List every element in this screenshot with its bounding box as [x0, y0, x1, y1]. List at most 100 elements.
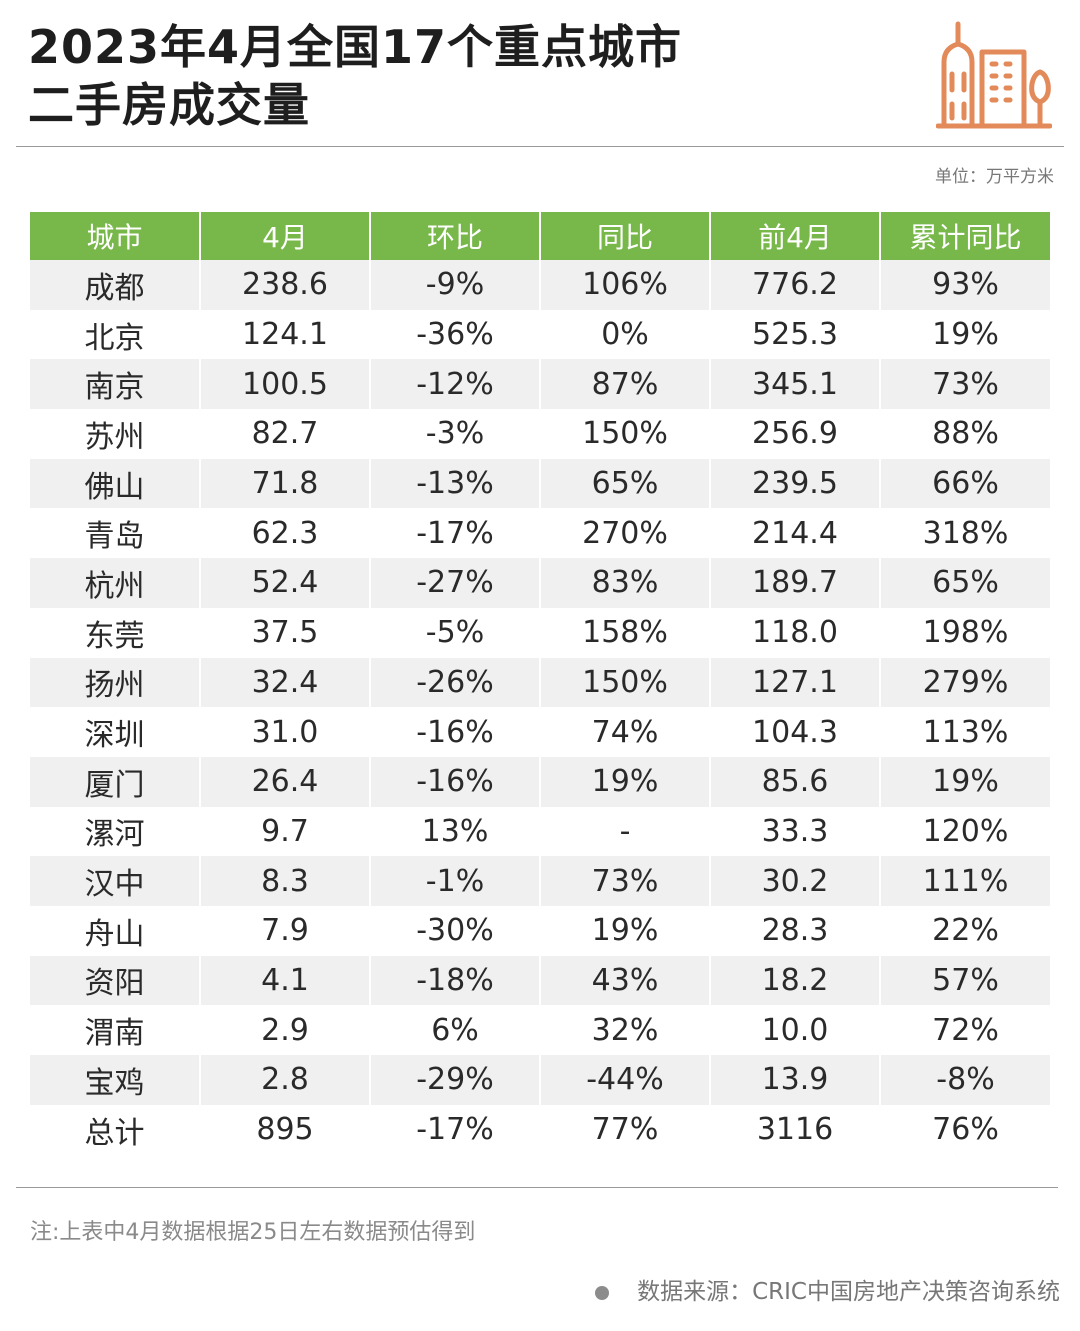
table-cell: -5% — [370, 607, 541, 658]
data-table: 城市 4月 环比 同比 前4月 累计同比 成都 238.6 -9% 106% 776.2… — [30, 212, 1050, 1155]
table-row: 扬州 32.4 -26% 150% 127.1 279% — [30, 657, 1050, 708]
table-cell: 83% — [540, 558, 711, 608]
table-cell: 成都 — [30, 260, 201, 310]
table-cell: -16% — [370, 707, 541, 757]
table-cell: 65% — [540, 458, 711, 509]
table-cell: 19% — [932, 317, 999, 353]
table-cell: 37.5 — [200, 607, 371, 658]
table-cell: -26% — [370, 657, 541, 708]
table-cell: 87% — [540, 359, 711, 410]
table-cell: -16% — [370, 756, 541, 807]
table-row: 漯河 9.7 13% -33.3 120% — [30, 806, 1050, 857]
table-cell: 佛山 — [30, 458, 201, 509]
table-cell: 13% — [370, 806, 541, 857]
table-cell: 239.5 — [710, 458, 881, 509]
table-cell: 43% — [540, 955, 711, 1006]
table-cell: - — [540, 806, 711, 857]
table-cell: 124.1 — [200, 309, 371, 360]
table-cell: 26.4 — [200, 756, 371, 807]
table-cell: 厦门 — [30, 756, 201, 807]
table-row: 苏州 82.7 -3% 150% 256.9 88% — [30, 409, 1050, 459]
table-cell: 苏州 — [30, 409, 201, 459]
table-cell: 270% — [540, 508, 711, 559]
table-row: 成都 238.6 -9% 106% 776.2 93% — [30, 260, 1050, 310]
table-cell: 北京 — [30, 309, 201, 360]
table-cell: 74% — [540, 707, 711, 757]
table-cell: 30.2 — [710, 856, 881, 906]
table-cell: 32.4 — [200, 657, 371, 708]
header-city: 城市 — [30, 212, 201, 260]
table-row: 汉中 8.3 -1% 73% 30.2 111% — [30, 856, 1050, 906]
table-cell: 52.4 — [200, 558, 371, 608]
table-row: 杭州 52.4 -27% 83% 189.7 65% — [30, 558, 1050, 608]
table-cell: -12% — [370, 359, 541, 410]
table-cell: 120% — [922, 813, 1009, 849]
header-april: 4月 — [200, 212, 371, 260]
source-line: 数据来源：CRIC中国房地产决策咨询系统 — [595, 1272, 1060, 1306]
table-row: 宝鸡 2.8 -29% -44% 13.9 -8% — [30, 1055, 1050, 1105]
table-cell: -29% — [370, 1055, 541, 1105]
unit-label: 单位：万平方米 — [935, 167, 1054, 187]
table-cell: 256.9 — [710, 409, 881, 459]
table-cell: 214.4 — [710, 508, 881, 559]
table-row: 青岛 62.3 -17% 270% 214.4 318% — [30, 508, 1050, 559]
table-cell: 158% — [540, 607, 711, 658]
table-cell: 82.7 — [200, 409, 371, 459]
table-cell: 66% — [880, 458, 1050, 509]
table-cell: 3116 — [710, 1104, 881, 1155]
table-cell: 345.1 — [710, 359, 881, 410]
table-cell: 18.2 — [710, 955, 881, 1006]
table-cell: 150% — [540, 409, 711, 459]
table-cell: 85.6 — [710, 756, 881, 807]
table-cell: 宝鸡 — [30, 1055, 201, 1105]
table-cell: 318% — [922, 515, 1009, 551]
table-cell: -44% — [540, 1055, 711, 1105]
table-cell: 127.1 — [710, 657, 881, 708]
bottom-divider — [16, 1187, 1058, 1188]
table-header-row: 城市 4月 环比 同比 前4月 累计同比 — [30, 212, 1050, 260]
table-cell: 0% — [540, 309, 711, 360]
bullet-dot-icon — [595, 1285, 610, 1300]
table-cell: -17% — [370, 508, 541, 559]
table-cell: 73% — [540, 856, 711, 906]
table-cell: -17% — [370, 1104, 541, 1155]
table-cell: 漯河 — [30, 806, 201, 857]
top-divider — [16, 146, 1064, 147]
table-cell: 776.2 — [710, 260, 881, 310]
table-cell: 111% — [880, 856, 1050, 906]
table-cell: 舟山 — [30, 905, 201, 956]
table-cell: -30% — [370, 905, 541, 956]
table-cell: 189.7 — [710, 558, 881, 608]
table-cell: 9.7 — [200, 806, 371, 857]
table-cell: -8% — [880, 1055, 1050, 1105]
header-first-4-months: 前4月 — [710, 212, 881, 260]
table-cell: 31.0 — [200, 707, 371, 757]
table-cell: 19% — [540, 905, 711, 956]
table-row: 佛山 71.8 -13% 65% 239.5 66% — [30, 458, 1050, 509]
table-cell: 资阳 — [30, 955, 201, 1006]
table-cell: 13.9 — [710, 1055, 881, 1105]
table-cell: 62.3 — [200, 508, 371, 559]
table-cell: 杭州 — [30, 558, 201, 608]
table-cell: 895 — [200, 1104, 371, 1155]
table-cell: -27% — [370, 558, 541, 608]
table-row: 南京 100.5 -12% 87% 345.1 73% — [30, 359, 1050, 410]
table-row: 资阳 4.1 -18% 43% 18.2 57% — [30, 955, 1050, 1006]
table-cell: -18% — [370, 955, 541, 1006]
table-cell: 106% — [540, 260, 711, 310]
table-cell: 76% — [932, 1112, 999, 1148]
table-cell: 77% — [540, 1104, 711, 1155]
table-cell: 279% — [880, 657, 1050, 708]
table-cell: 2.8 — [200, 1055, 371, 1105]
table-cell: -36% — [370, 309, 541, 360]
table-cell: 10.0 — [710, 1005, 881, 1055]
table-cell: 73% — [880, 359, 1050, 410]
title-line-2: 二手房成交量 — [28, 78, 310, 132]
table-cell: 113% — [922, 714, 1009, 750]
header-cumulative-yoy: 累计同比 — [880, 212, 1050, 260]
table-row: 渭南 2.9 6% 32% 10.0 72% — [30, 1005, 1050, 1055]
table-cell: 东莞 — [30, 607, 201, 658]
table-cell: 2.9 — [200, 1005, 371, 1055]
table-cell: 6% — [370, 1005, 541, 1055]
table-cell: 深圳 — [30, 707, 201, 757]
